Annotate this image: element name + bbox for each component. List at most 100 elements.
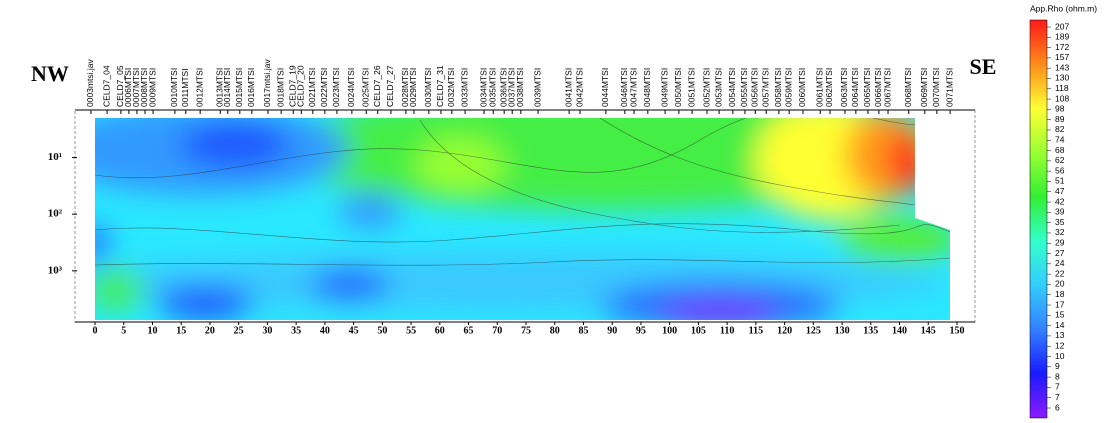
station-label: 0014MTSI [222, 68, 232, 107]
x-tick-label: 35 [291, 325, 301, 336]
station-label: 0070MTSI [931, 68, 941, 107]
station-label: 0015MTSI [234, 68, 244, 107]
station-label: 0012MTSI [194, 68, 204, 107]
x-tick-label: 30 [262, 325, 272, 336]
colorbar-label: 35 [1055, 217, 1065, 227]
colorbar-label: 157 [1055, 52, 1069, 62]
colorbar-label: 14 [1055, 320, 1065, 330]
se-label: SE [970, 54, 997, 79]
station-label: CELD7_05 [115, 65, 125, 107]
station-label: 0054MTSI [727, 68, 737, 107]
station-label: 0024MTSI [346, 68, 356, 107]
station-label: 0029MTSI [408, 68, 418, 107]
station-label: 0064MTSI [850, 68, 860, 107]
colorbar-label: 18 [1055, 289, 1065, 299]
station-label: CELD7_26 [372, 65, 382, 107]
x-tick-label: 15 [176, 325, 186, 336]
x-tick-label: 40 [320, 325, 330, 336]
station-label: 0067MTSI [882, 68, 892, 107]
colorbar-label: 89 [1055, 114, 1065, 124]
colorbar-label: 39 [1055, 207, 1065, 217]
station-label: 0053MTSI [713, 68, 723, 107]
station-label: 0035MTSI [487, 68, 497, 107]
station-label: 0057MTSI [760, 68, 770, 107]
station-label: 0066MTSI [873, 68, 883, 107]
station-label: 0068MTSI [903, 68, 913, 107]
colorbar-label: 7 [1055, 392, 1060, 402]
x-tick-label: 55 [406, 325, 416, 336]
x-tick-label: 85 [578, 325, 588, 336]
x-tick-label: 10 [147, 325, 157, 336]
colorbar-label: 68 [1055, 145, 1065, 155]
colorbar-label: 32 [1055, 227, 1065, 237]
colorbar-label: 108 [1055, 93, 1069, 103]
y-tick-label: 10¹ [48, 151, 62, 163]
colorbar-label: 207 [1055, 21, 1069, 31]
x-tick-label: 5 [121, 325, 126, 336]
resistivity-field [95, 118, 950, 320]
station-label: 0025MTSI [360, 68, 370, 107]
station-label: CELD7_19 [288, 65, 298, 107]
colorbar-label: 172 [1055, 42, 1069, 52]
x-tick-label: 110 [720, 325, 734, 336]
colorbar-label: 27 [1055, 248, 1065, 258]
station-label: 0010MTSI [169, 68, 179, 107]
colorbar-label: 15 [1055, 310, 1065, 320]
station-label: 0048MTSI [642, 68, 652, 107]
station-label: 0003mtsi.jav [85, 59, 95, 107]
colorbar-label: 17 [1055, 299, 1065, 309]
station-label: 0028MTSI [400, 68, 410, 107]
station-label: 0007MTSI [131, 68, 141, 107]
x-tick-label: 140 [892, 325, 907, 336]
y-tick-label: 10² [48, 208, 63, 220]
station-label: CELD7_31 [435, 65, 445, 107]
colorbar-label: 6 [1055, 402, 1060, 412]
colorbar-title: App.Rho (ohm.m) [1030, 3, 1097, 13]
station-label: 0038MTSI [515, 68, 525, 107]
station-label: 0044MTSI [600, 68, 610, 107]
station-label: 0041MTSI [563, 68, 573, 107]
colorbar-label: 12 [1055, 340, 1065, 350]
station-label: 0034MTSI [478, 68, 488, 107]
station-label: 0059MTSI [783, 68, 793, 107]
colorbar-label: 189 [1055, 32, 1069, 42]
x-tick-label: 150 [950, 325, 965, 336]
station-label: 0050MTSI [673, 68, 683, 107]
x-tick-label: 145 [921, 325, 936, 336]
x-tick-label: 70 [492, 325, 502, 336]
x-tick-label: 115 [749, 325, 763, 336]
x-tick-label: 50 [377, 325, 387, 336]
x-tick-label: 60 [435, 325, 445, 336]
station-label: 0023MTSI [331, 68, 341, 107]
station-label: 0022MTSI [319, 68, 329, 107]
x-tick-label: 0 [93, 325, 98, 336]
colorbar-label: 8 [1055, 371, 1060, 381]
nw-label: NW [31, 61, 69, 86]
colorbar-label: 13 [1055, 330, 1065, 340]
station-label: CELD7_04 [101, 65, 111, 107]
x-tick-label: 105 [691, 325, 706, 336]
station-label: 0065MTSI [862, 68, 872, 107]
station-label: 0018MTSI [275, 68, 285, 107]
station-label: 0008MTSI [139, 68, 149, 107]
station-label: 0006MTSI [123, 68, 133, 107]
x-tick-label: 125 [806, 325, 821, 336]
station-label: CELD7_20 [296, 65, 306, 107]
x-tick-label: 130 [835, 325, 850, 336]
station-label: 0016MTSI [246, 68, 256, 107]
station-label: 0039MTSI [532, 68, 542, 107]
colorbar-label: 20 [1055, 279, 1065, 289]
colorbar-label: 47 [1055, 186, 1065, 196]
colorbar-label: 24 [1055, 258, 1065, 268]
colorbar-label: 22 [1055, 268, 1065, 278]
x-tick-label: 95 [636, 325, 646, 336]
colorbar-label: 7 [1055, 382, 1060, 392]
colorbar-label: 118 [1055, 83, 1069, 93]
station-label: 0011MTSI [180, 68, 190, 107]
colorbar-label: 74 [1055, 135, 1065, 145]
station-label: 0013MTSI [215, 68, 225, 107]
station-label: 0009MTSI [147, 68, 157, 107]
colorbar [1029, 19, 1048, 419]
colorbar-label: 56 [1055, 165, 1065, 175]
